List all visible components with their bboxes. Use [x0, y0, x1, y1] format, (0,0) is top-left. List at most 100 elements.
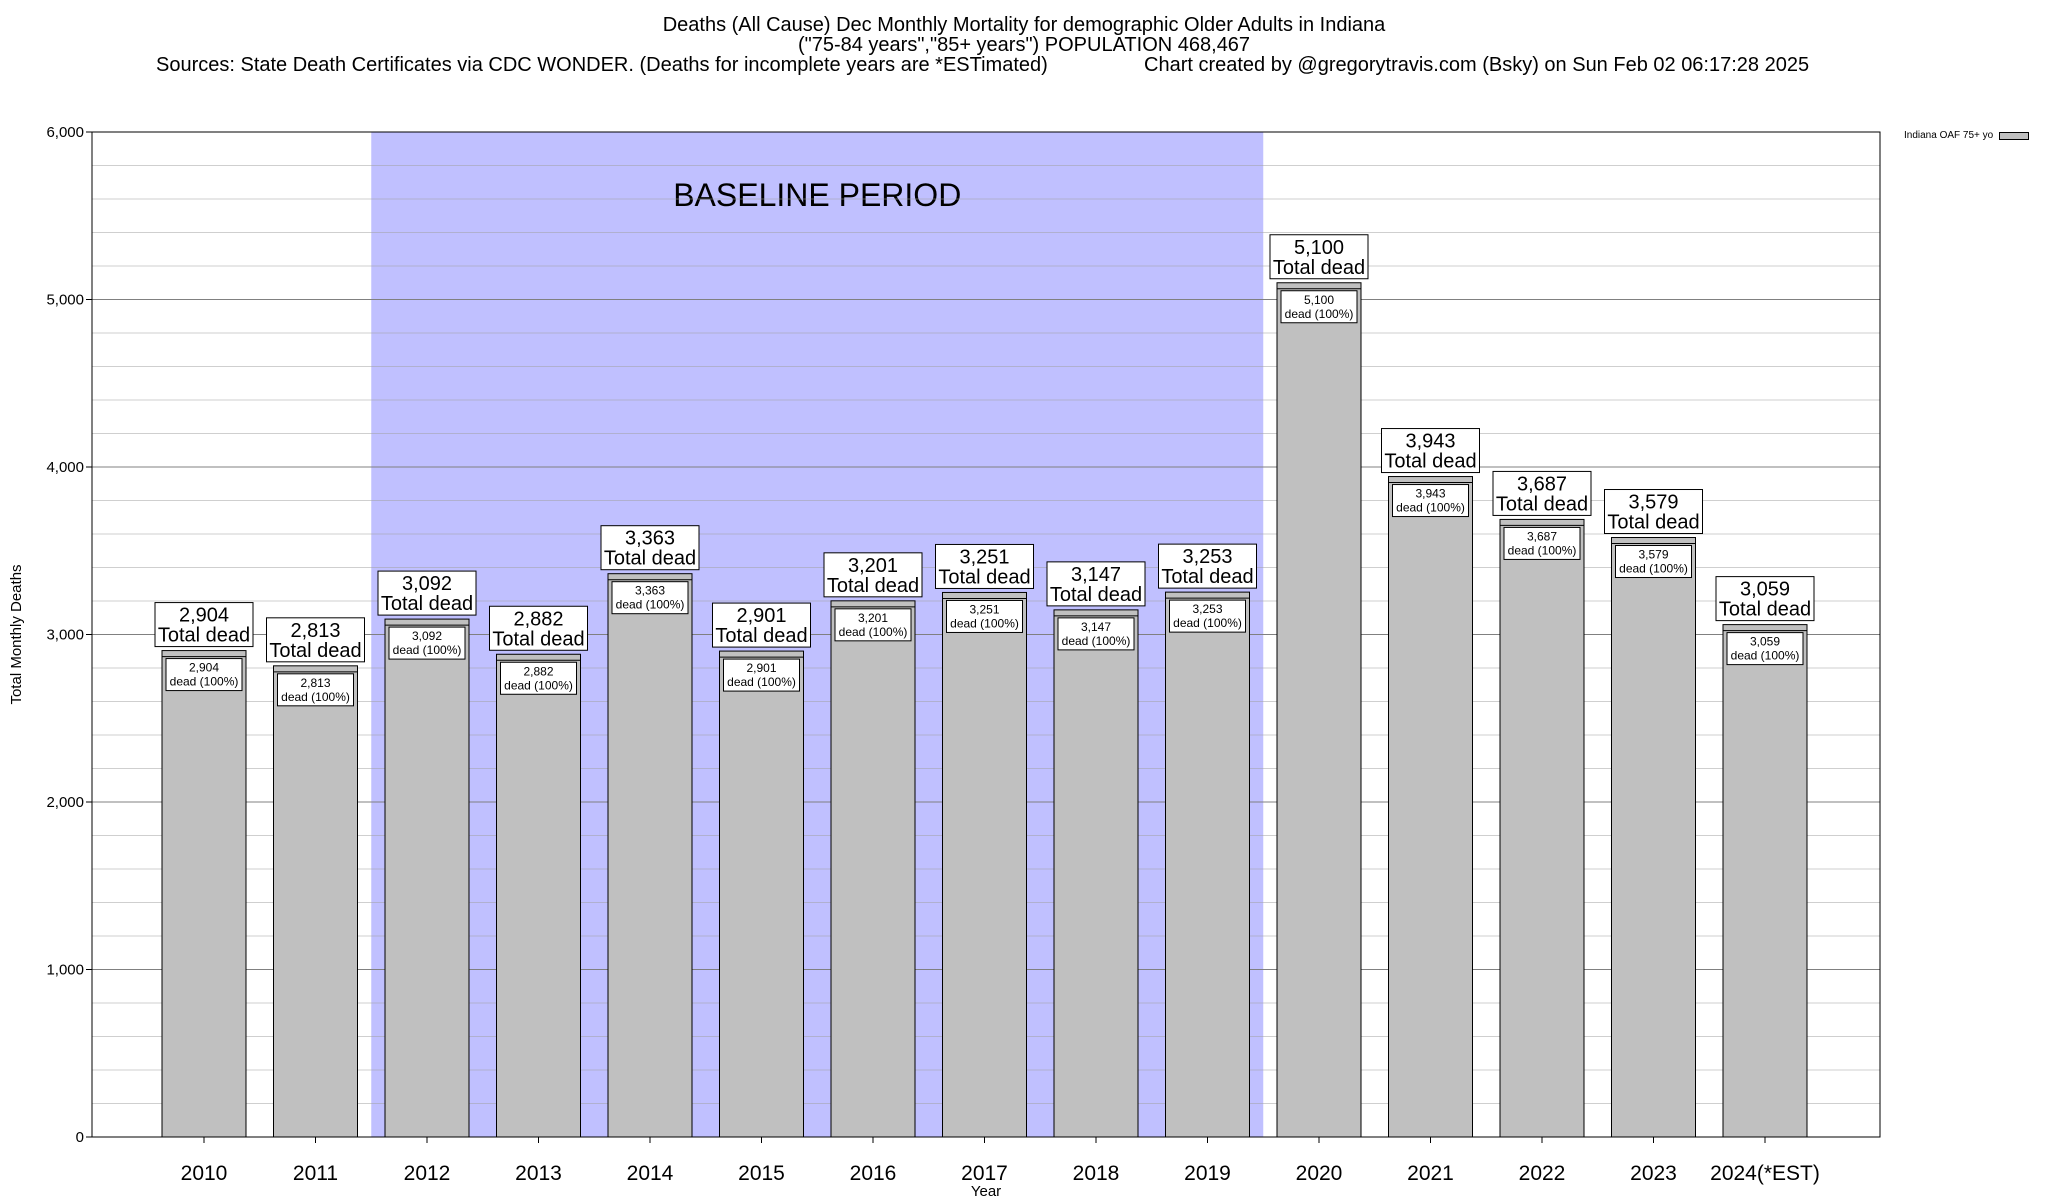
bar [1053, 609, 1139, 1138]
inner-label-box [500, 661, 577, 695]
inner-percent-label: dead (100%) [1285, 307, 1354, 321]
bar [1499, 518, 1585, 1138]
inner-percent-label: dead (100%) [1173, 616, 1242, 630]
total-value-label: 3,363 [625, 528, 675, 550]
total-label-box [1492, 470, 1592, 516]
inner-value-label: 3,579 [1638, 548, 1668, 562]
x-tick-label: 2017 [961, 1162, 1008, 1185]
inner-label-box [1503, 526, 1581, 560]
y-tick-label: 4,000 [46, 459, 84, 476]
inner-value-label: 3,059 [1750, 635, 1780, 649]
inner-percent-label: dead (100%) [393, 643, 462, 657]
total-label-box [823, 552, 923, 598]
total-value-label: 3,092 [402, 573, 452, 595]
inner-percent-label: dead (100%) [1062, 634, 1131, 648]
x-tick-label: 2020 [1296, 1162, 1343, 1185]
y-tick-label: 1,000 [46, 962, 84, 979]
y-tick-label: 5,000 [46, 292, 84, 309]
total-dead-label: Total dead [604, 548, 696, 570]
chart-subtitle: ("75-84 years","85+ years") POPULATION 4… [797, 34, 1251, 56]
total-dead-label: Total dead [1719, 599, 1811, 621]
x-tick-label: 2022 [1519, 1162, 1566, 1185]
total-label-box [377, 570, 477, 616]
inner-percent-label: dead (100%) [839, 625, 908, 639]
chart-credit: Chart created by @gregorytravis.com (Bsk… [1144, 54, 1810, 76]
baseline-period-label: BASELINE PERIOD [673, 177, 961, 213]
inner-value-label: 3,363 [635, 584, 665, 598]
bar [1722, 624, 1808, 1138]
total-dead-label: Total dead [938, 566, 1030, 588]
y-tick-label: 2,000 [46, 794, 84, 811]
inner-value-label: 2,813 [300, 676, 330, 690]
inner-percent-label: dead (100%) [1731, 649, 1800, 663]
inner-label-box [946, 599, 1023, 633]
x-tick-label: 2023 [1630, 1162, 1677, 1185]
total-value-label: 3,251 [959, 546, 1009, 568]
total-dead-label: Total dead [381, 593, 473, 615]
total-value-label: 3,059 [1740, 579, 1790, 601]
total-label-box [712, 602, 811, 648]
inner-label-box [277, 673, 354, 707]
total-dead-label: Total dead [492, 628, 584, 650]
x-tick-label: 2013 [515, 1162, 562, 1185]
y-tick-label: 3,000 [46, 627, 84, 644]
inner-label-box [1057, 617, 1135, 651]
chart-sources: Sources: State Death Certificates via CD… [156, 54, 1048, 76]
bar [1165, 591, 1250, 1138]
total-value-label: 3,253 [1182, 546, 1232, 568]
inner-value-label: 2,901 [746, 661, 776, 675]
total-label-box [935, 543, 1034, 589]
total-label-box [600, 525, 700, 571]
bar [719, 650, 804, 1138]
x-tick-label: 2015 [738, 1162, 785, 1185]
inner-percent-label: dead (100%) [1396, 501, 1465, 515]
inner-label-box [723, 658, 800, 692]
inner-label-box [1280, 290, 1358, 324]
total-dead-label: Total dead [1384, 451, 1476, 473]
inner-value-label: 3,147 [1081, 620, 1111, 634]
inner-value-label: 3,201 [858, 611, 888, 625]
inner-value-label: 3,943 [1415, 487, 1445, 501]
x-axis-title: Year [971, 1183, 1001, 1200]
total-dead-label: Total dead [1273, 257, 1365, 279]
inner-value-label: 3,092 [412, 629, 442, 643]
inner-label-box [1615, 545, 1692, 579]
inner-percent-label: dead (100%) [950, 616, 1019, 630]
bar [1276, 282, 1362, 1138]
total-value-label: 2,904 [179, 605, 229, 627]
inner-percent-label: dead (100%) [504, 678, 573, 692]
inner-label-box [1726, 632, 1804, 666]
total-dead-label: Total dead [715, 625, 807, 647]
inner-percent-label: dead (100%) [1508, 543, 1577, 557]
total-label-box [1158, 543, 1257, 589]
total-label-box [154, 602, 254, 648]
inner-label-box [388, 626, 466, 660]
inner-percent-label: dead (100%) [170, 675, 239, 689]
inner-value-label: 2,904 [189, 661, 219, 675]
inner-label-box [834, 608, 912, 642]
bar [1611, 537, 1696, 1138]
total-dead-label: Total dead [158, 625, 250, 647]
bar [942, 591, 1027, 1138]
legend-swatch [1999, 131, 2030, 140]
inner-percent-label: dead (100%) [1619, 562, 1688, 576]
chart-title: Deaths (All Cause) Dec Monthly Mortality… [662, 14, 1386, 36]
total-label-box [489, 605, 588, 651]
x-tick-label: 2014 [627, 1162, 674, 1185]
bar [496, 653, 581, 1138]
inner-value-label: 5,100 [1304, 293, 1334, 307]
x-tick-label: 2021 [1407, 1162, 1454, 1185]
total-value-label: 3,147 [1071, 564, 1121, 586]
bar [1388, 476, 1473, 1138]
x-tick-label: 2024(*EST) [1710, 1162, 1820, 1185]
x-tick-label: 2018 [1073, 1162, 1120, 1185]
total-dead-label: Total dead [269, 640, 361, 662]
total-dead-label: Total dead [827, 575, 919, 597]
total-label-box [1604, 489, 1703, 535]
x-tick-label: 2016 [850, 1162, 897, 1185]
total-label-box [266, 617, 365, 663]
bar [830, 600, 916, 1138]
inner-value-label: 3,687 [1527, 529, 1557, 543]
total-dead-label: Total dead [1161, 566, 1253, 588]
